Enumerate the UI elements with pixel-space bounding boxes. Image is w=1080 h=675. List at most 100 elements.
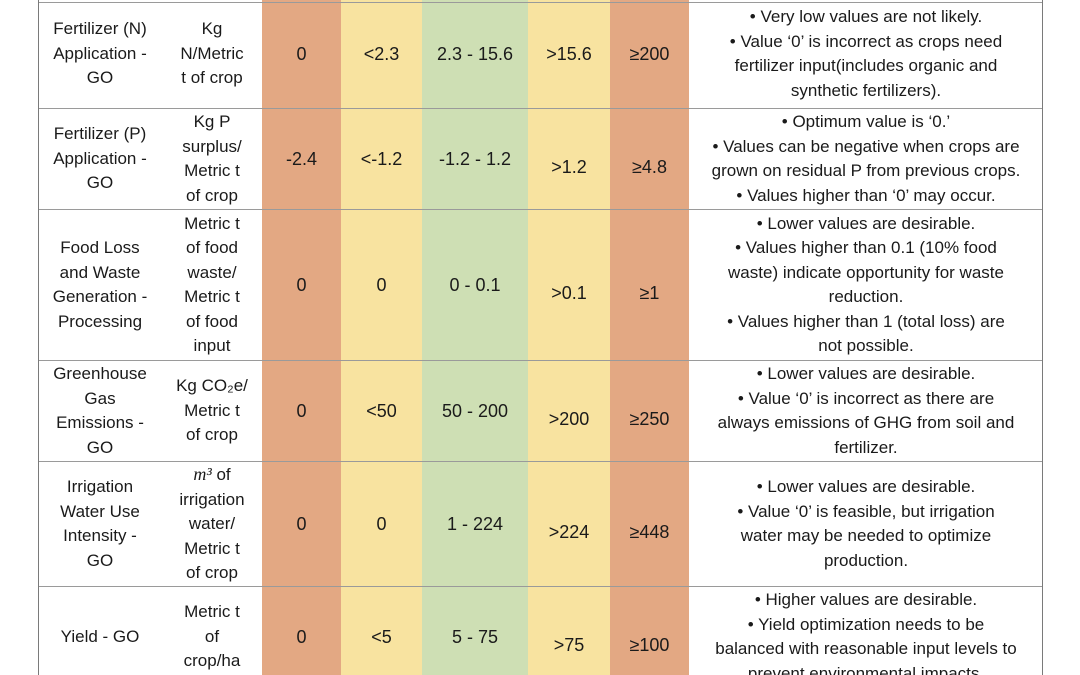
row-divider — [38, 2, 1043, 3]
band-optimal: 50 - 200 — [422, 361, 528, 461]
band-high: >0.1 — [528, 210, 610, 360]
indicator-line: Food Loss — [60, 238, 140, 257]
indicator-cell: Irrigation Water Use Intensity - GO — [38, 462, 162, 586]
indicator-line: GO — [86, 550, 114, 570]
indicator-line: Yield - GO — [60, 626, 140, 646]
band-very-low: 0 — [262, 462, 341, 586]
unit-line: of crop — [186, 563, 238, 583]
note-line: • Value ‘0’ is feasible, but irrigation — [737, 501, 995, 521]
row-divider — [38, 586, 1043, 587]
unit-line: of crop — [186, 185, 238, 205]
indicator-cell: Greenhouse Gas Emissions - GO — [38, 361, 162, 461]
band-optimal: 0 - 0.1 — [422, 210, 528, 360]
band-optimal: 5 - 75 — [422, 587, 528, 675]
unit-line: of food — [185, 238, 238, 257]
unit-line: Kg CO₂e/ — [176, 376, 248, 396]
band-very-low: -2.4 — [262, 109, 341, 209]
unit-line: N/Metric — [180, 43, 244, 63]
notes-cell: • Optimum value is ‘0.’ • Values can be … — [689, 109, 1043, 209]
indicator-line: Fertilizer (P) — [53, 124, 147, 144]
unit-cell: Metric t of crop/ha — [162, 587, 262, 675]
band-optimal: 2.3 - 15.6 — [422, 0, 528, 108]
note-line: • Value ‘0’ is incorrect as crops need — [729, 31, 1003, 51]
table-row: Fertilizer (N) Application - GO Kg N/Met… — [0, 0, 1080, 108]
unit-math: m³ — [193, 464, 212, 485]
unit-line: input — [193, 336, 231, 355]
indicator-line: Gas — [84, 388, 116, 408]
indicator-line: Greenhouse — [53, 364, 147, 383]
column-divider — [38, 0, 39, 675]
band-low: <5 — [341, 587, 422, 675]
band-low: <50 — [341, 361, 422, 461]
unit-line: of food — [185, 311, 238, 331]
table-row: Food Loss and Waste Generation - Process… — [0, 210, 1080, 360]
note-line: • Optimum value is ‘0.’ — [781, 112, 951, 131]
band-very-low: 0 — [262, 587, 341, 675]
notes-cell: • Lower values are desirable. • Value ‘0… — [689, 462, 1043, 586]
unit-line: of — [204, 626, 220, 646]
unit-line: irrigation — [179, 489, 245, 509]
indicator-cell: Yield - GO — [38, 587, 162, 675]
indicator-line: Application - — [53, 148, 147, 168]
band-very-high: ≥250 — [610, 361, 689, 461]
note-line: always emissions of GHG from soil and — [717, 413, 1015, 432]
unit-line: t of crop — [181, 68, 243, 88]
band-low: <2.3 — [341, 0, 422, 108]
notes-cell: • Lower values are desirable. • Value ‘0… — [689, 361, 1043, 461]
note-line: waste) indicate opportunity for waste — [728, 262, 1004, 282]
band-very-high: ≥100 — [610, 587, 689, 675]
note-line: not possible. — [818, 336, 914, 355]
table-row: Greenhouse Gas Emissions - GO Kg CO₂e/ M… — [0, 361, 1080, 461]
table-row: Yield - GO Metric t of crop/ha 0 <5 5 - … — [0, 587, 1080, 675]
unit-cell: Metric t of food waste/ Metric t of food… — [162, 210, 262, 360]
indicator-line: Irrigation — [66, 477, 134, 496]
note-line: • Values higher than ‘0’ may occur. — [736, 185, 996, 205]
note-line: • Very low values are not likely. — [749, 7, 983, 26]
indicator-line: GO — [86, 437, 114, 457]
note-line: • Value ‘0’ is incorrect as there are — [737, 388, 995, 408]
unit-line: Metric t — [184, 161, 240, 180]
indicator-line: and Waste — [59, 262, 141, 282]
notes-cell: • Very low values are not likely. • Valu… — [689, 0, 1043, 108]
note-line: • Lower values are desirable. — [756, 213, 976, 233]
unit-cell: Kg N/Metric t of crop — [162, 0, 262, 108]
unit-line: surplus/ — [182, 136, 242, 156]
unit-text: of — [216, 465, 231, 485]
band-very-high: ≥448 — [610, 462, 689, 586]
unit-line: Metric t — [184, 400, 240, 420]
unit-cell: Kg P surplus/ Metric t of crop — [162, 109, 262, 209]
note-line: • Values can be negative when crops are — [712, 136, 1020, 156]
band-low: 0 — [341, 462, 422, 586]
note-line: • Values higher than 0.1 (10% food — [735, 238, 997, 257]
band-high: >15.6 — [528, 0, 610, 108]
note-line: prevent environmental impacts. — [747, 663, 985, 675]
unit-line: Metric t — [184, 602, 240, 622]
table-row: Irrigation Water Use Intensity - GO m³ o… — [0, 462, 1080, 586]
notes-cell: • Higher values are desirable. • Yield o… — [689, 587, 1043, 675]
band-very-low: 0 — [262, 0, 341, 108]
table-row: Fertilizer (P) Application - GO Kg P sur… — [0, 109, 1080, 209]
unit-cell: Kg CO₂e/ Metric t of crop — [162, 361, 262, 461]
note-line: synthetic fertilizers). — [790, 80, 942, 100]
band-high: >1.2 — [528, 109, 610, 209]
note-line: • Higher values are desirable. — [754, 590, 978, 609]
row-divider — [38, 461, 1043, 462]
unit-line: m³ of — [179, 462, 244, 488]
unit-line: of crop — [186, 425, 238, 445]
note-line: • Yield optimization needs to be — [747, 614, 985, 634]
unit-line: Metric t — [184, 213, 240, 233]
unit-line: water/ — [188, 514, 236, 534]
band-very-high: ≥200 — [610, 0, 689, 108]
band-high: >224 — [528, 462, 610, 586]
row-divider — [38, 360, 1043, 361]
note-line: • Lower values are desirable. — [756, 364, 976, 383]
unit-line: crop/ha — [183, 651, 241, 671]
band-very-high: ≥1 — [610, 210, 689, 360]
band-optimal: -1.2 - 1.2 — [422, 109, 528, 209]
band-high: >200 — [528, 361, 610, 461]
indicator-line: Water Use — [60, 501, 140, 521]
band-very-high: ≥4.8 — [610, 109, 689, 209]
note-line: water may be needed to optimize — [740, 526, 992, 545]
unit-line: Metric t — [184, 287, 240, 306]
